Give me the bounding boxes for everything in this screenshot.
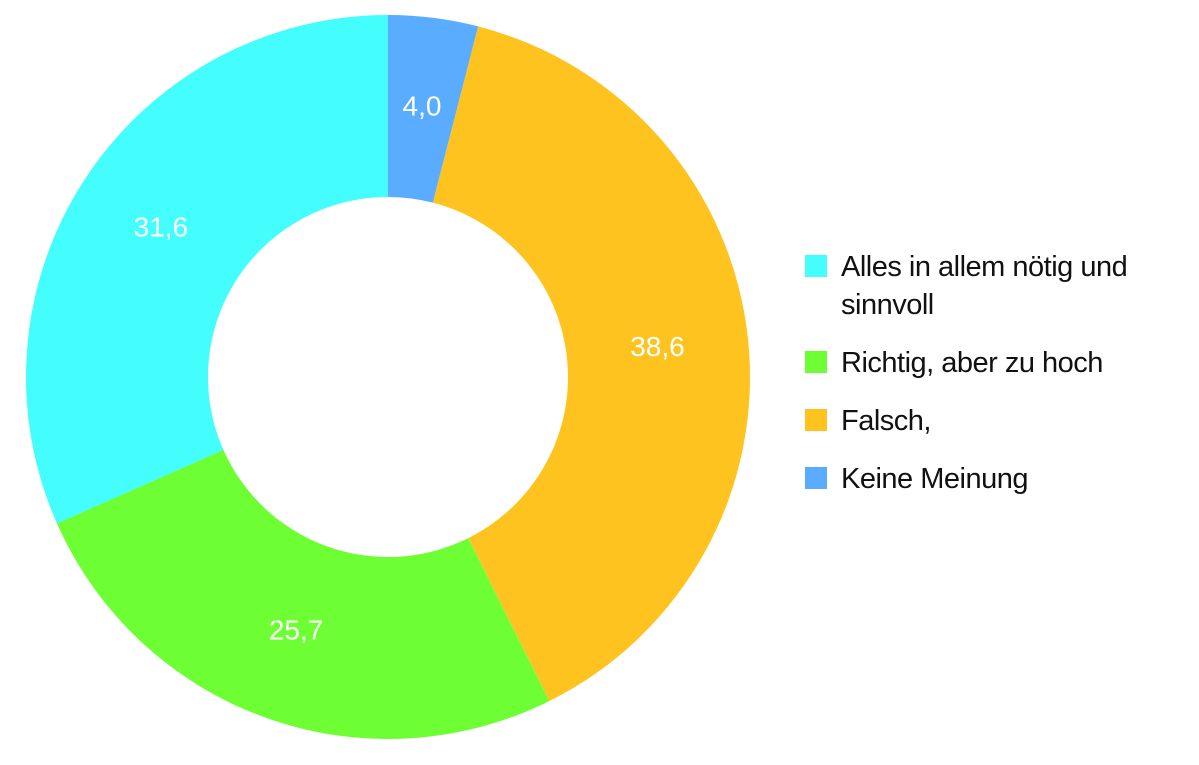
legend: Alles in allem nötig und sinnvoll Richtig…: [805, 248, 1190, 518]
data-label: 25,7: [269, 614, 324, 645]
legend-label: Keine Meinung: [841, 463, 1028, 495]
legend-item: Richtig, aber zu hoch: [805, 344, 1190, 382]
donut-slice: [25, 15, 389, 524]
legend-label: Alles in allem nötig und sinnvoll: [841, 251, 1128, 321]
data-label: 31,6: [134, 212, 189, 243]
legend-swatch: [805, 467, 827, 489]
data-label: 4,0: [403, 91, 442, 122]
donut-slice: [388, 15, 479, 203]
chart: 31,6 25,7 38,6 4,0: [25, 15, 751, 739]
donut-slice: [432, 26, 751, 702]
legend-swatch: [805, 409, 827, 431]
legend-label: Richtig, aber zu hoch: [841, 347, 1103, 379]
legend-item: Alles in allem nötig und sinnvoll: [805, 248, 1190, 324]
legend-item: Keine Meinung: [805, 460, 1190, 498]
legend-label: Falsch,: [841, 405, 931, 437]
legend-swatch: [805, 351, 827, 373]
legend-swatch: [805, 255, 827, 277]
donut-slice: [56, 449, 550, 739]
legend-item: Falsch,: [805, 402, 1190, 440]
data-label: 38,6: [630, 331, 685, 362]
